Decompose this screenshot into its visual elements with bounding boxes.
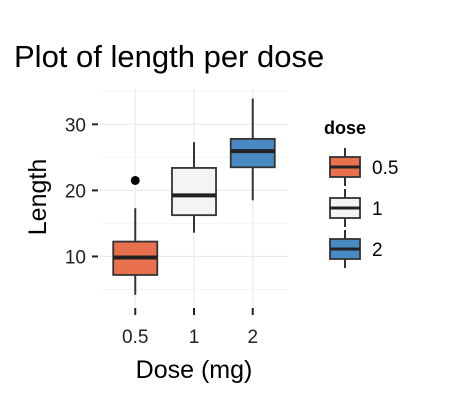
legend-entry-2: 2 — [329, 230, 383, 268]
box-2 — [229, 98, 276, 201]
x-axis-title: Dose (mg) — [136, 356, 253, 384]
y-tick-label: 30 — [65, 115, 86, 136]
y-tick-label: 20 — [65, 181, 86, 202]
legend: dose 0.5 1 2 — [324, 118, 398, 268]
legend-entry-0.5: 0.5 — [329, 148, 398, 186]
boxes-layer — [112, 98, 276, 295]
x-tick-label: 1 — [189, 327, 200, 348]
x-tick-label: 2 — [247, 327, 258, 348]
legend-entry-1: 1 — [329, 189, 383, 227]
outlier-point — [130, 175, 140, 185]
y-axis: 10 20 30 — [65, 115, 98, 268]
legend-label: 0.5 — [372, 158, 398, 179]
y-tick-label: 10 — [65, 247, 86, 268]
legend-label: 2 — [372, 240, 383, 261]
x-tick-label: 0.5 — [122, 327, 148, 348]
box-1 — [171, 142, 217, 233]
chart-title: Plot of length per dose — [14, 39, 324, 74]
legend-title: dose — [324, 118, 366, 138]
x-axis: 0.5 1 2 — [122, 308, 258, 348]
legend-entries: 0.5 1 2 — [329, 148, 398, 268]
box-0.5 — [112, 175, 159, 295]
y-axis-title: Length — [24, 159, 52, 235]
box-body — [171, 167, 217, 217]
legend-label: 1 — [372, 199, 383, 220]
